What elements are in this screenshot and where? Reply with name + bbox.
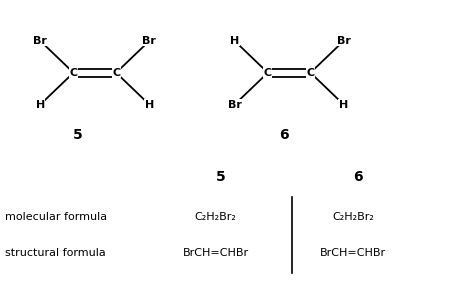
Text: H: H bbox=[339, 99, 348, 110]
Text: C: C bbox=[69, 68, 78, 78]
Text: Br: Br bbox=[228, 99, 242, 110]
Text: C: C bbox=[306, 68, 315, 78]
Text: C: C bbox=[112, 68, 120, 78]
Text: 5: 5 bbox=[73, 128, 83, 142]
Text: C₂H₂Br₂: C₂H₂Br₂ bbox=[195, 211, 237, 222]
Text: 5: 5 bbox=[216, 170, 225, 184]
Text: H: H bbox=[36, 99, 45, 110]
Text: Br: Br bbox=[142, 36, 156, 46]
Text: C₂H₂Br₂: C₂H₂Br₂ bbox=[332, 211, 374, 222]
Text: Br: Br bbox=[33, 36, 47, 46]
Text: 6: 6 bbox=[280, 128, 289, 142]
Text: H: H bbox=[145, 99, 154, 110]
Text: structural formula: structural formula bbox=[5, 248, 106, 258]
Text: 6: 6 bbox=[353, 170, 363, 184]
Text: molecular formula: molecular formula bbox=[5, 211, 107, 222]
Text: Br: Br bbox=[337, 36, 351, 46]
Text: H: H bbox=[230, 36, 239, 46]
Text: C: C bbox=[264, 68, 272, 78]
Text: BrCH=CHBr: BrCH=CHBr bbox=[320, 248, 386, 258]
Text: BrCH=CHBr: BrCH=CHBr bbox=[182, 248, 249, 258]
